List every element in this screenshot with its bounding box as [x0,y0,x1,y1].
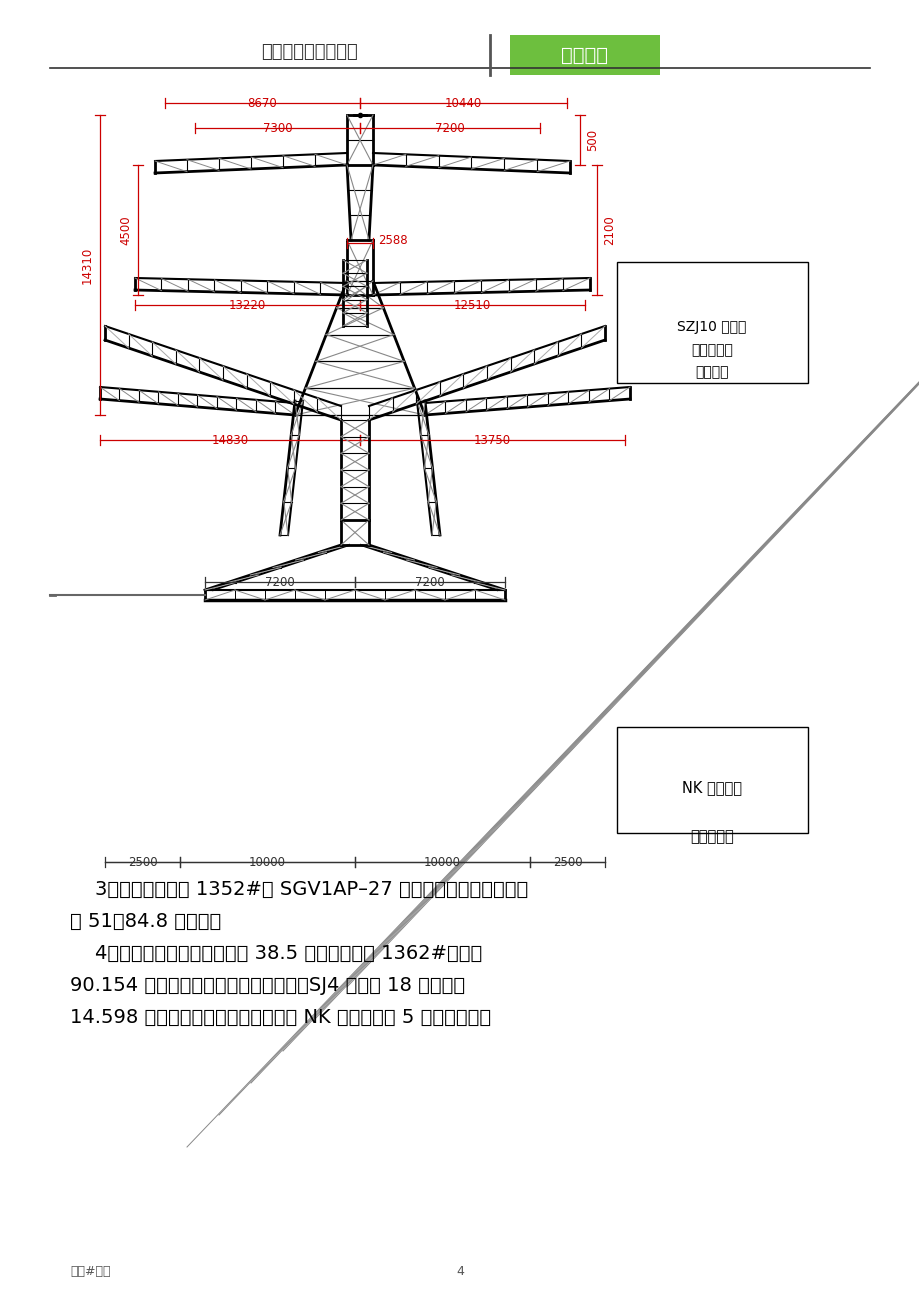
Text: 10000: 10000 [424,855,460,868]
Text: 2500: 2500 [128,855,157,868]
Text: 7200: 7200 [435,122,464,135]
Text: SZJ10 双回路
直线小转角
塔示意图: SZJ10 双回路 直线小转角 塔示意图 [676,320,746,380]
Text: 10440: 10440 [445,98,482,109]
Text: 建筑#类别: 建筑#类别 [70,1266,110,1279]
Text: 仅供参考: 仅供参考 [561,46,607,65]
Text: 2588: 2588 [378,234,407,247]
Text: 12510: 12510 [453,299,491,312]
FancyBboxPatch shape [509,35,659,76]
Text: NK 单回路耐

张塔示意图: NK 单回路耐 张塔示意图 [681,780,742,844]
Text: 页眉页脚可一键删除: 页眉页脚可一键删除 [261,43,358,61]
Text: 4: 4 [456,1266,463,1279]
Text: 500: 500 [585,129,598,151]
Text: 8670: 8670 [247,98,277,109]
FancyBboxPatch shape [617,727,807,833]
Text: 4、铁塔重量较大，平均塔重 38.5 吨，最重铁塔 1362#重量为: 4、铁塔重量较大，平均塔重 38.5 吨，最重铁塔 1362#重量为 [70,944,482,963]
Text: 14310: 14310 [81,246,94,284]
Text: 13220: 13220 [229,299,266,312]
Text: 7300: 7300 [263,122,292,135]
Text: 7200: 7200 [265,575,295,589]
Text: 90.154 吨，铁塔单节重量最大在塔身（SJ4 型铁塔 18 段重量达: 90.154 吨，铁塔单节重量最大在塔身（SJ4 型铁塔 18 段重量达 [70,976,465,995]
Text: 4500: 4500 [119,215,131,245]
Text: 14.598 吨）。耐张塔横担单片重量除 NK 型铁塔超过 5 吨外，其余不: 14.598 吨）。耐张塔横担单片重量除 NK 型铁塔超过 5 吨外，其余不 [70,1008,491,1027]
Text: 14830: 14830 [211,434,248,447]
FancyBboxPatch shape [617,262,807,383]
Text: 2500: 2500 [552,855,582,868]
Text: 2100: 2100 [602,215,616,245]
Text: 7200: 7200 [414,575,445,589]
Text: 在 51～84.8 米之间。: 在 51～84.8 米之间。 [70,911,221,931]
Text: 10000: 10000 [249,855,286,868]
Text: 13750: 13750 [473,434,511,447]
Text: 3、铁塔较高，除 1352#为 SGV1AP–27 米外，其余直线塔全高均: 3、铁塔较高，除 1352#为 SGV1AP–27 米外，其余直线塔全高均 [70,880,528,898]
